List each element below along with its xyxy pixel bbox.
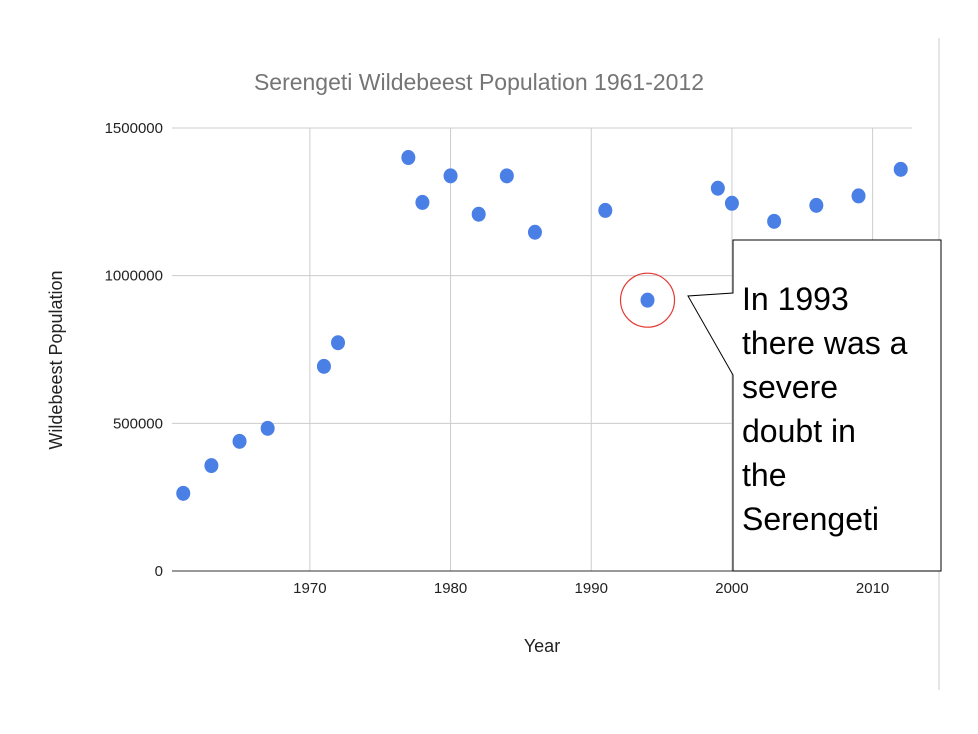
data-point	[527, 224, 542, 240]
x-axis-title: Year	[524, 636, 560, 656]
data-point	[767, 213, 782, 229]
data-point	[415, 194, 430, 210]
data-point	[232, 433, 247, 449]
y-tick-label: 1000000	[105, 268, 163, 285]
callout-line: In 1993	[742, 281, 849, 317]
data-point	[401, 150, 416, 166]
data-points	[176, 150, 908, 501]
callout-line: Serengeti	[742, 501, 879, 537]
data-point	[176, 485, 191, 501]
y-tick-label: 1500000	[105, 120, 163, 137]
data-point	[471, 206, 486, 222]
x-tick-label: 1970	[293, 580, 326, 597]
data-point	[809, 197, 824, 213]
callout-text: In 1993 there was a severe doubt in the Seren…	[742, 281, 908, 537]
data-point	[640, 292, 655, 308]
data-point	[893, 161, 908, 177]
x-tick-label: 2000	[715, 580, 748, 597]
data-point	[331, 335, 346, 351]
data-point	[851, 188, 866, 204]
x-tick-label: 2010	[856, 580, 889, 597]
annotation-callout: In 1993 there was a severe doubt in the Seren…	[619, 239, 942, 572]
callout-box	[687, 239, 942, 572]
y-tick-label: 500000	[113, 415, 163, 432]
data-point	[316, 358, 331, 374]
data-point	[710, 180, 725, 196]
data-point	[499, 168, 514, 184]
data-point	[598, 202, 613, 218]
data-point	[443, 168, 458, 184]
x-tick-label: 1990	[575, 580, 608, 597]
highlight-ring	[619, 272, 676, 328]
data-point	[724, 195, 739, 211]
y-axis-title: Wildebeest Population	[46, 270, 66, 449]
data-point	[260, 420, 275, 436]
callout-line: the	[742, 457, 786, 493]
y-tick-label: 0	[155, 563, 163, 580]
x-tick-label: 1980	[434, 580, 467, 597]
callout-line: severe	[742, 369, 838, 405]
callout-line: doubt in	[742, 413, 856, 449]
data-point	[204, 458, 219, 474]
chart-title: Serengeti Wildebeest Population 1961-201…	[254, 69, 704, 95]
axes: 0 500000 1000000 1500000 1970 1980 1990 2000 201…	[105, 120, 912, 597]
callout-line: there was a	[742, 325, 908, 361]
